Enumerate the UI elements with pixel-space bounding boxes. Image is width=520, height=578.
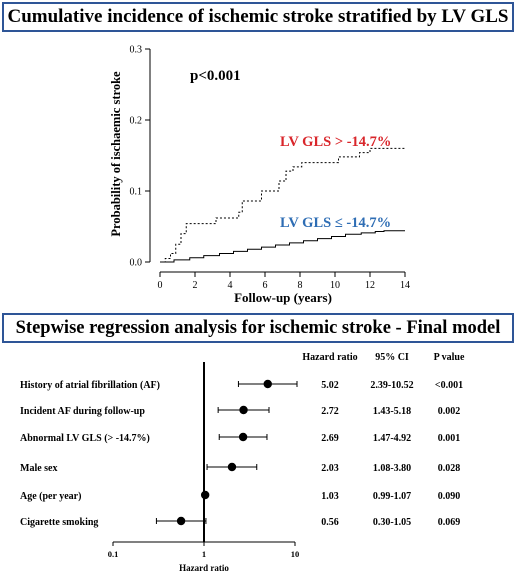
km-x-tick-label: 0 — [158, 280, 163, 291]
forest-hr-value: 2.03 — [321, 463, 339, 474]
forest-hr-value: 1.03 — [321, 491, 339, 502]
forest-column-headers: Hazard ratio 95% CI P value — [302, 352, 465, 363]
km-panel-title: Cumulative incidence of ischemic stroke … — [2, 2, 514, 32]
forest-row: Cigarette smoking 0.56 0.30-1.05 0.069 — [20, 516, 461, 528]
forest-ci-value: 1.43-5.18 — [373, 406, 411, 417]
forest-ci-value: 1.08-3.80 — [373, 463, 411, 474]
forest-ci-value: 1.47-4.92 — [373, 433, 411, 444]
km-x-tick-label: 8 — [298, 280, 303, 291]
km-x-tick-label: 12 — [365, 280, 375, 291]
forest-panel-title: Stepwise regression analysis for ischemi… — [2, 313, 514, 343]
km-x-tick-label: 6 — [263, 280, 268, 291]
forest-hr-value: 2.69 — [321, 433, 339, 444]
forest-hr-point — [239, 405, 248, 415]
forest-hr-point — [176, 516, 186, 526]
forest-ci-value: 0.99-1.07 — [373, 491, 411, 502]
km-pvalue-annotation: p<0.001 — [190, 68, 241, 84]
forest-hr-value: 2.72 — [321, 406, 339, 417]
forest-column-header: 95% CI — [375, 352, 409, 363]
forest-p-value: 0.069 — [438, 517, 461, 528]
forest-axis: 0.1 1 10 — [108, 362, 300, 559]
forest-hr-value: 0.56 — [321, 517, 339, 528]
km-axes: 0 2 4 6 8 10 12 14 0.0 0.1 0.2 0.3 — [130, 45, 411, 292]
km-x-tick-label: 4 — [228, 280, 233, 291]
forest-x-tick-label: 0.1 — [108, 549, 119, 559]
forest-x-tick-label: 1 — [202, 549, 206, 559]
forest-xlabel: Hazard ratio — [179, 563, 229, 573]
forest-row: Abnormal LV GLS (> -14.7%) 2.69 1.47-4.92 0… — [20, 432, 461, 444]
forest-x-tick-label: 10 — [291, 549, 300, 559]
forest-p-value: 0.002 — [438, 406, 461, 417]
km-legend-gls-low: LV GLS ≤ -14.7% — [280, 215, 391, 231]
km-series-gls-high — [160, 147, 405, 263]
km-x-tick-label: 10 — [330, 280, 340, 291]
km-y-tick-label: 0.1 — [130, 187, 143, 198]
km-chart: 0 2 4 6 8 10 12 14 0.0 0.1 0.2 0.3 Follow-up (years… — [109, 45, 411, 306]
forest-hr-point — [200, 490, 210, 500]
km-series — [160, 147, 405, 263]
forest-column-header: P value — [434, 352, 465, 363]
km-x-tick-label: 2 — [193, 280, 198, 291]
forest-ci-value: 0.30-1.05 — [373, 517, 411, 528]
forest-hr-point — [238, 432, 248, 442]
forest-row-label: History of atrial fibrillation (AF) — [20, 380, 160, 391]
forest-row-label: Incident AF during follow-up — [20, 406, 145, 417]
forest-p-value: 0.090 — [438, 491, 461, 502]
forest-hr-point — [263, 379, 272, 389]
km-ylabel: Probability of ischaemic stroke — [109, 71, 123, 237]
forest-row-label: Age (per year) — [20, 491, 81, 502]
km-y-tick-label: 0.2 — [130, 116, 143, 127]
km-legend-gls-high: LV GLS > -14.7% — [280, 134, 391, 150]
forest-row-label: Abnormal LV GLS (> -14.7%) — [20, 433, 150, 444]
km-x-tick-label: 14 — [400, 280, 410, 291]
km-xlabel: Follow-up (years) — [234, 290, 332, 305]
km-series-gls-low — [160, 230, 405, 263]
forest-hr-value: 5.02 — [321, 380, 339, 391]
forest-rows: History of atrial fibrillation (AF) 5.02 2… — [20, 379, 463, 528]
forest-ci-value: 2.39-10.52 — [370, 380, 413, 391]
forest-p-value: 0.001 — [438, 433, 461, 444]
forest-hr-point — [227, 462, 237, 472]
km-y-tick-label: 0.0 — [130, 258, 143, 269]
forest-row: Male sex 2.03 1.08-3.80 0.028 — [20, 462, 461, 474]
forest-row: History of atrial fibrillation (AF) 5.02 2… — [20, 379, 463, 391]
km-y-tick-label: 0.3 — [130, 45, 143, 56]
forest-row: Incident AF during follow-up 2.72 1.43-5.1… — [20, 405, 461, 417]
forest-row: Age (per year) 1.03 0.99-1.07 0.090 — [20, 490, 461, 502]
forest-column-header: Hazard ratio — [302, 352, 357, 363]
forest-p-value: <0.001 — [435, 380, 463, 391]
forest-row-label: Male sex — [20, 463, 58, 474]
forest-row-label: Cigarette smoking — [20, 517, 98, 528]
forest-p-value: 0.028 — [438, 463, 461, 474]
